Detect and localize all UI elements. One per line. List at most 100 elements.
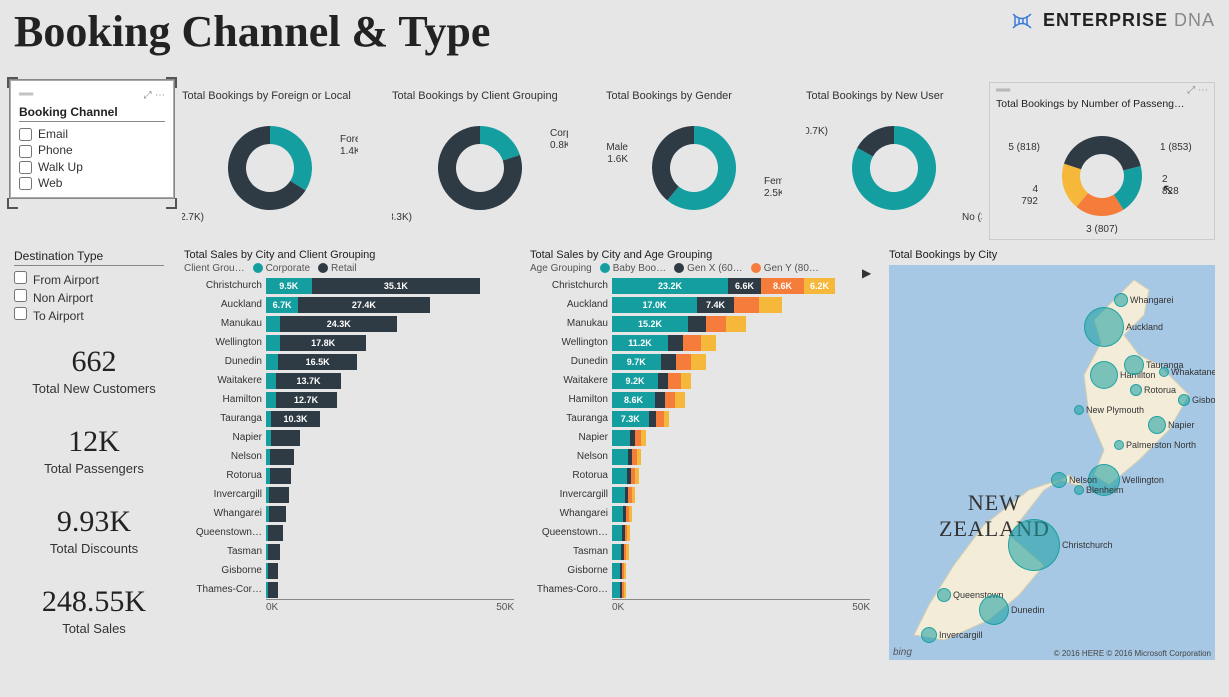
slicer-option[interactable]: Walk Up <box>19 159 165 175</box>
donut-slice[interactable] <box>1064 136 1102 169</box>
donut-chart[interactable]: Total Bookings by New User Yes (0.7K)No … <box>806 90 982 234</box>
map-bubble[interactable] <box>1130 384 1142 396</box>
slicer-destination-type[interactable]: Destination Type From AirportNon Airport… <box>14 249 164 324</box>
slicer-option[interactable]: Web <box>19 175 165 191</box>
bar-segment[interactable] <box>626 544 629 560</box>
slicer-option[interactable]: From Airport <box>14 270 164 288</box>
bar-segment[interactable]: 35.1K <box>312 278 480 294</box>
bar-segment[interactable] <box>612 430 630 446</box>
slicer-option[interactable]: Phone <box>19 142 165 158</box>
bar-segment[interactable] <box>661 354 676 370</box>
bar-segment[interactable] <box>612 544 621 560</box>
map-bubble[interactable] <box>1114 293 1128 307</box>
focus-icon[interactable]: ⤢ <box>144 90 152 101</box>
slicer-option[interactable]: Email <box>19 126 165 142</box>
scroll-legend-right-icon[interactable]: ▶ <box>862 266 871 280</box>
bar-segment[interactable] <box>266 316 280 332</box>
bar-segment[interactable] <box>266 373 276 389</box>
map-bubble[interactable] <box>1074 485 1084 495</box>
bar-segment[interactable] <box>612 449 628 465</box>
bar-segment[interactable] <box>624 563 626 579</box>
bar-segment[interactable] <box>649 411 657 427</box>
bar-segment[interactable] <box>268 563 279 579</box>
bar-segment[interactable]: 16.5K <box>278 354 357 370</box>
bar-segment[interactable]: 6.6K <box>728 278 761 294</box>
more-icon[interactable]: ⋯ <box>1198 85 1208 96</box>
bar-segment[interactable] <box>656 411 664 427</box>
slicer-option[interactable]: Non Airport <box>14 288 164 306</box>
bar-segment[interactable] <box>624 582 626 598</box>
map-bubble[interactable] <box>1114 440 1124 450</box>
bar-segment[interactable] <box>269 487 288 503</box>
bar-segment[interactable] <box>675 392 685 408</box>
map-bubble[interactable] <box>1084 307 1124 347</box>
bar-segment[interactable]: 9.2K <box>612 373 658 389</box>
bar-segment[interactable]: 12.7K <box>276 392 337 408</box>
bar-segment[interactable]: 17.8K <box>280 335 365 351</box>
bar-segment[interactable] <box>683 335 701 351</box>
map-bubble[interactable] <box>1124 355 1144 375</box>
bar-segment[interactable]: 8.6K <box>761 278 804 294</box>
donut-slice[interactable] <box>480 126 520 161</box>
bar-segment[interactable]: 7.4K <box>697 297 734 313</box>
bar-segment[interactable] <box>612 468 627 484</box>
map-bubble[interactable] <box>1178 394 1190 406</box>
bar-segment[interactable] <box>632 487 636 503</box>
bar-segment[interactable] <box>655 392 665 408</box>
map-bookings-by-city[interactable]: Total Bookings by City NEWZEALAND Whanga… <box>889 249 1215 660</box>
bar-segment[interactable] <box>681 373 691 389</box>
bar-segment[interactable]: 23.2K <box>612 278 728 294</box>
donut-chart[interactable]: Total Bookings by Gender Male1.6KFema…2.… <box>606 90 782 234</box>
bar-city-age[interactable]: Total Sales by City and Age Grouping Age… <box>530 249 870 613</box>
bar-segment[interactable] <box>266 335 280 351</box>
map-bubble[interactable] <box>1051 472 1067 488</box>
grip-icon[interactable]: ══ <box>19 89 33 100</box>
bar-segment[interactable] <box>759 297 782 313</box>
donut-slice[interactable] <box>270 126 312 191</box>
bar-segment[interactable] <box>668 373 681 389</box>
map-bubble[interactable] <box>1008 519 1060 571</box>
donut-chart[interactable]: Total Bookings by Client Grouping Corpor… <box>392 90 568 234</box>
bar-segment[interactable]: 9.5K <box>266 278 312 294</box>
bar-segment[interactable]: 9.7K <box>612 354 661 370</box>
map-bubble[interactable] <box>1074 405 1084 415</box>
donut-chart[interactable]: Total Bookings by Foreign or Local Forei… <box>182 90 358 234</box>
grip-icon[interactable]: ══ <box>996 85 1010 96</box>
bar-segment[interactable] <box>266 392 276 408</box>
bar-segment[interactable] <box>266 354 278 370</box>
bar-segment[interactable] <box>691 354 706 370</box>
bar-segment[interactable]: 6.2K <box>804 278 835 294</box>
donut-slice[interactable] <box>652 126 694 200</box>
bar-segment[interactable] <box>612 563 620 579</box>
slicer-option[interactable]: To Airport <box>14 306 164 324</box>
focus-icon[interactable]: ⤢ <box>1187 85 1195 96</box>
bar-segment[interactable] <box>629 506 632 522</box>
bar-segment[interactable]: 6.7K <box>266 297 298 313</box>
bar-segment[interactable] <box>612 582 620 598</box>
bar-segment[interactable]: 10.3K <box>271 411 320 427</box>
bar-segment[interactable] <box>664 411 669 427</box>
map-bubble[interactable] <box>1148 416 1166 434</box>
bar-segment[interactable] <box>612 525 622 541</box>
bar-segment[interactable] <box>612 487 625 503</box>
more-icon[interactable]: ⋯ <box>155 90 165 101</box>
bar-segment[interactable]: 7.3K <box>612 411 649 427</box>
map-bubble[interactable] <box>979 595 1009 625</box>
bar-segment[interactable] <box>270 468 292 484</box>
bar-segment[interactable]: 13.7K <box>276 373 342 389</box>
bar-segment[interactable]: 11.2K <box>612 335 668 351</box>
donut-passengers[interactable]: ══ ⤢ ⋯ Total Bookings by Number of Passe… <box>989 82 1215 240</box>
bar-segment[interactable] <box>637 449 641 465</box>
bar-segment[interactable] <box>726 316 746 332</box>
map-bubble[interactable] <box>921 627 937 643</box>
bar-segment[interactable] <box>635 468 639 484</box>
bar-segment[interactable] <box>676 354 691 370</box>
bar-segment[interactable] <box>271 430 300 446</box>
map-bubble[interactable] <box>937 588 951 602</box>
bar-segment[interactable] <box>268 525 282 541</box>
bar-segment[interactable] <box>701 335 716 351</box>
bar-segment[interactable] <box>268 544 280 560</box>
bar-segment[interactable] <box>612 506 623 522</box>
bar-segment[interactable] <box>706 316 726 332</box>
bar-segment[interactable] <box>668 335 683 351</box>
